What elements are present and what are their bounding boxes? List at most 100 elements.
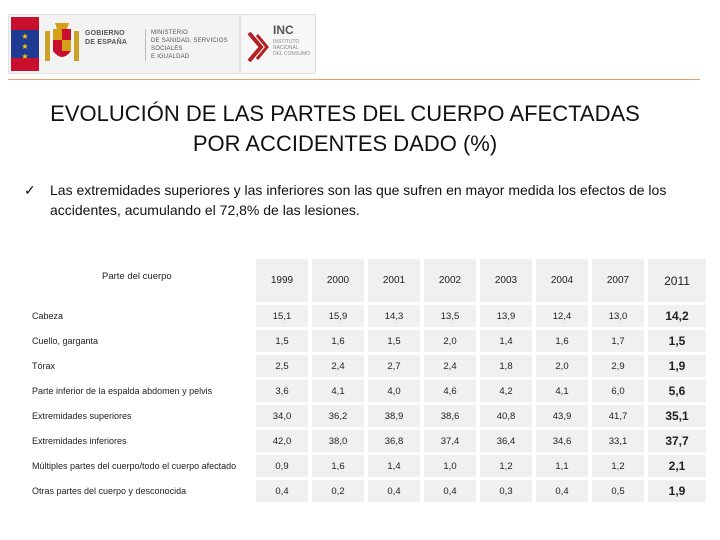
coat-of-arms-icon: [45, 23, 79, 61]
table-cell: 15,9: [308, 305, 364, 327]
year-header: 2002: [420, 259, 476, 302]
table-cell: 0,4: [252, 480, 308, 502]
table-cell: 2,9: [588, 355, 644, 377]
table-cell: 2,7: [364, 355, 420, 377]
table-cell: 1,2: [588, 455, 644, 477]
table-cell: 6,0: [588, 380, 644, 402]
row-label: Extremidades inferiores: [28, 430, 252, 452]
table-header-row: Parte del cuerpo 1999 2000 2001 2002 200…: [28, 259, 706, 302]
table-cell: 5,6: [644, 380, 706, 402]
table-cell: 2,0: [532, 355, 588, 377]
table-row: Múltiples partes del cuerpo/todo el cuer…: [28, 455, 706, 477]
table-cell: 1,0: [420, 455, 476, 477]
stars-icon: ★ ★ ★: [21, 32, 29, 61]
table-cell: 0,4: [420, 480, 476, 502]
page-header: ★ ★ ★ GOBIERNO DE ESPAÑA MINISTERIO DE SAN…: [8, 14, 316, 74]
table-cell: 1,6: [308, 455, 364, 477]
year-header: 2011: [644, 259, 706, 302]
table-cell: 4,6: [420, 380, 476, 402]
table-cell: 4,1: [532, 380, 588, 402]
table-cell: 1,4: [476, 330, 532, 352]
year-header: 1999: [252, 259, 308, 302]
inc-logo-block: INC INSTITUTO NACIONAL DEL CONSUMO: [240, 14, 316, 74]
table-cell: 1,8: [476, 355, 532, 377]
table-row: Cabeza 15,1 15,9 14,3 13,5 13,9 12,4 13,0 14,2: [28, 305, 706, 327]
row-label: Cuello, garganta: [28, 330, 252, 352]
summary-bullet: ✓ Las extremidades superiores y las infe…: [24, 180, 674, 220]
table-cell: 1,6: [308, 330, 364, 352]
table-cell: 1,5: [364, 330, 420, 352]
table-cell: 36,8: [364, 430, 420, 452]
table-cell: 1,9: [644, 355, 706, 377]
ministry-text: MINISTERIO DE SANIDAD, SERVICIOS SOCIALE…: [145, 29, 239, 61]
table-cell: 1,2: [476, 455, 532, 477]
table-cell: 3,6: [252, 380, 308, 402]
table-cell: 36,4: [476, 430, 532, 452]
row-label: Múltiples partes del cuerpo/todo el cuer…: [28, 455, 252, 477]
table-cell: 1,5: [252, 330, 308, 352]
table-cell: 13,5: [420, 305, 476, 327]
table-cell: 13,0: [588, 305, 644, 327]
table-cell: 2,1: [644, 455, 706, 477]
table-cell: 36,2: [308, 405, 364, 427]
year-header: 2004: [532, 259, 588, 302]
table-cell: 13,9: [476, 305, 532, 327]
table-cell: 0,5: [588, 480, 644, 502]
table-cell: 4,1: [308, 380, 364, 402]
table-cell: 35,1: [644, 405, 706, 427]
table-cell: 0,2: [308, 480, 364, 502]
table-cell: 1,1: [532, 455, 588, 477]
table-cell: 1,4: [364, 455, 420, 477]
table-row: Extremidades inferiores 42,0 38,0 36,8 37,4 3…: [28, 430, 706, 452]
table-row: Tórax 2,5 2,4 2,7 2,4 1,8 2,0 2,9 1,9: [28, 355, 706, 377]
table-row: Cuello, garganta 1,5 1,6 1,5 2,0 1,4 1,6 1,7 1,5: [28, 330, 706, 352]
title-line-2: POR ACCIDENTES DADO (%): [192, 131, 498, 156]
body-parts-table: Parte del cuerpo 1999 2000 2001 2002 200…: [28, 256, 706, 505]
table-cell: 38,0: [308, 430, 364, 452]
table-cell: 14,3: [364, 305, 420, 327]
table-cell: 0,3: [476, 480, 532, 502]
table-cell: 4,0: [364, 380, 420, 402]
inc-logo-icon: [247, 31, 269, 63]
table-cell: 0,4: [364, 480, 420, 502]
table-row: Extremidades superiores 34,0 36,2 38,9 38,6 4…: [28, 405, 706, 427]
table-cell: 1,7: [588, 330, 644, 352]
table-cell: 37,4: [420, 430, 476, 452]
page-title: EVOLUCIÓN DE LAS PARTES DEL CUERPO AFECT…: [0, 99, 690, 159]
table-row: Parte inferior de la espalda abdomen y p…: [28, 380, 706, 402]
row-label: Extremidades superiores: [28, 405, 252, 427]
table-cell: 38,9: [364, 405, 420, 427]
table-cell: 34,6: [532, 430, 588, 452]
inc-subtitle: INSTITUTO NACIONAL DEL CONSUMO: [273, 39, 311, 57]
table-cell: 14,2: [644, 305, 706, 327]
table-cell: 41,7: [588, 405, 644, 427]
table-cell: 2,4: [420, 355, 476, 377]
year-header: 2003: [476, 259, 532, 302]
eu-flag-bar: ★ ★ ★: [11, 17, 39, 71]
table-cell: 4,2: [476, 380, 532, 402]
year-header: 2001: [364, 259, 420, 302]
table-cell: 0,9: [252, 455, 308, 477]
table-cell: 34,0: [252, 405, 308, 427]
table-cell: 1,9: [644, 480, 706, 502]
year-header: 2000: [308, 259, 364, 302]
table-cell: 43,9: [532, 405, 588, 427]
table-cell: 0,4: [532, 480, 588, 502]
table-cell: 42,0: [252, 430, 308, 452]
table-cell: 12,4: [532, 305, 588, 327]
table-cell: 15,1: [252, 305, 308, 327]
row-label: Tórax: [28, 355, 252, 377]
row-label: Otras partes del cuerpo y desconocida: [28, 480, 252, 502]
check-icon: ✓: [24, 182, 36, 198]
table-cell: 38,6: [420, 405, 476, 427]
title-line-1: EVOLUCIÓN DE LAS PARTES DEL CUERPO AFECT…: [50, 101, 640, 126]
header-divider: [8, 79, 700, 80]
inc-title: INC: [273, 23, 294, 37]
table-cell: 2,0: [420, 330, 476, 352]
table-cell: 2,5: [252, 355, 308, 377]
table-cell: 1,6: [532, 330, 588, 352]
government-text: GOBIERNO DE ESPAÑA: [85, 30, 128, 46]
table-cell: 40,8: [476, 405, 532, 427]
year-header: 2007: [588, 259, 644, 302]
government-logo-block: ★ ★ ★ GOBIERNO DE ESPAÑA MINISTERIO DE SAN…: [8, 14, 240, 74]
